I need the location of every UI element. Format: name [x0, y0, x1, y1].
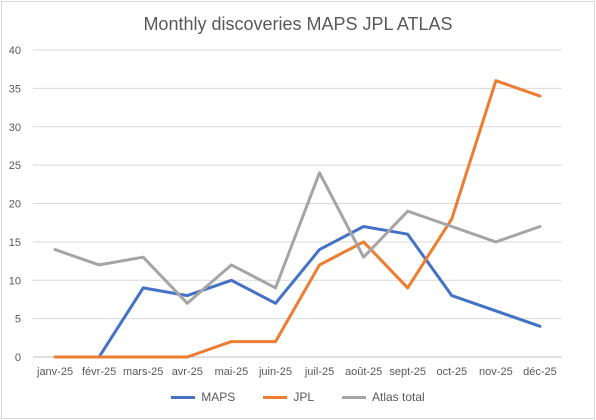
legend-swatch	[342, 395, 366, 399]
y-tick-label: 15	[9, 237, 21, 249]
legend-label: Atlas total	[372, 390, 425, 404]
series-line-atlas-total	[53, 171, 542, 305]
x-tick-label: oct-25	[437, 366, 468, 378]
legend-item: Atlas total	[342, 390, 425, 404]
y-tick-label: 5	[15, 314, 21, 326]
legend-label: MAPS	[201, 390, 236, 404]
series-line-maps	[97, 225, 542, 359]
legend-item: JPL	[263, 390, 314, 404]
legend-label: JPL	[293, 390, 314, 404]
legend-swatch	[171, 395, 196, 399]
series-line-jpl	[53, 79, 542, 359]
x-tick-label: juin-25	[258, 366, 292, 378]
x-tick-label: mars-25	[123, 366, 163, 378]
y-tick-label: 25	[9, 160, 21, 172]
x-tick-label: déc-25	[523, 366, 557, 378]
x-tick-label: juil-25	[304, 366, 334, 378]
x-tick-label: nov-25	[479, 366, 513, 378]
y-tick-label: 10	[9, 275, 21, 287]
x-tick-label: janv-25	[36, 366, 73, 378]
x-tick-label: août-25	[345, 366, 382, 378]
y-tick-label: 20	[9, 199, 21, 211]
y-tick-label: 35	[9, 83, 21, 95]
x-tick-label: mai-25	[215, 366, 249, 378]
y-tick-label: 0	[15, 352, 21, 364]
y-tick-label: 30	[9, 122, 21, 134]
legend-item: MAPS	[171, 390, 235, 404]
legend-swatch	[263, 395, 288, 399]
chart-title: Monthly discoveries MAPS JPL ATLAS	[143, 14, 453, 34]
legend: MAPS JPL Atlas total	[0, 390, 596, 404]
x-tick-label: sept-25	[389, 366, 426, 378]
x-tick-label: avr-25	[172, 366, 203, 378]
y-tick-label: 40	[9, 45, 21, 57]
x-tick-label: févr-25	[82, 366, 116, 378]
